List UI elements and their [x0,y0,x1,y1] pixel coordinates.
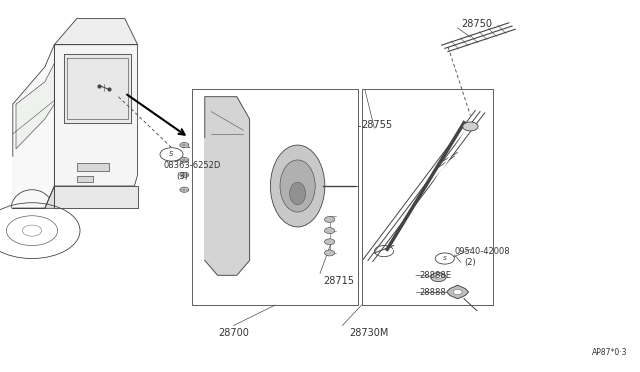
Ellipse shape [289,182,306,205]
Text: 28715: 28715 [323,276,354,286]
Circle shape [435,253,454,264]
Circle shape [180,157,189,163]
Polygon shape [13,186,54,208]
Bar [192,89,358,305]
Text: 28888: 28888 [419,288,446,296]
Text: (3): (3) [176,172,188,181]
Text: 28755: 28755 [362,120,393,129]
Circle shape [435,275,442,279]
Polygon shape [54,19,138,45]
Bar [77,176,93,182]
Circle shape [324,250,335,256]
Polygon shape [16,63,54,149]
Text: S: S [443,256,447,261]
Polygon shape [64,54,131,123]
Text: 28888E: 28888E [419,271,451,280]
Circle shape [180,187,189,192]
Bar [77,163,109,171]
Polygon shape [54,186,138,208]
Circle shape [324,239,335,245]
Text: 28700: 28700 [218,328,249,338]
Text: 08363-6252D: 08363-6252D [163,161,221,170]
Ellipse shape [280,160,315,212]
Circle shape [453,289,462,295]
Polygon shape [447,285,468,299]
Text: S: S [169,151,174,157]
Circle shape [180,172,189,177]
Circle shape [431,273,446,282]
Ellipse shape [270,145,324,227]
Text: AP87*0·3: AP87*0·3 [592,348,627,357]
Circle shape [324,228,335,234]
Circle shape [324,217,335,222]
Polygon shape [13,45,54,208]
Circle shape [160,148,183,161]
Circle shape [463,122,478,131]
Bar [362,89,493,305]
Text: 28730M: 28730M [349,328,388,338]
Polygon shape [54,45,138,186]
Circle shape [180,142,189,148]
Text: 09540-42008: 09540-42008 [454,247,510,256]
Text: (2): (2) [464,258,476,267]
Text: 28750: 28750 [461,19,492,29]
Polygon shape [205,97,250,275]
